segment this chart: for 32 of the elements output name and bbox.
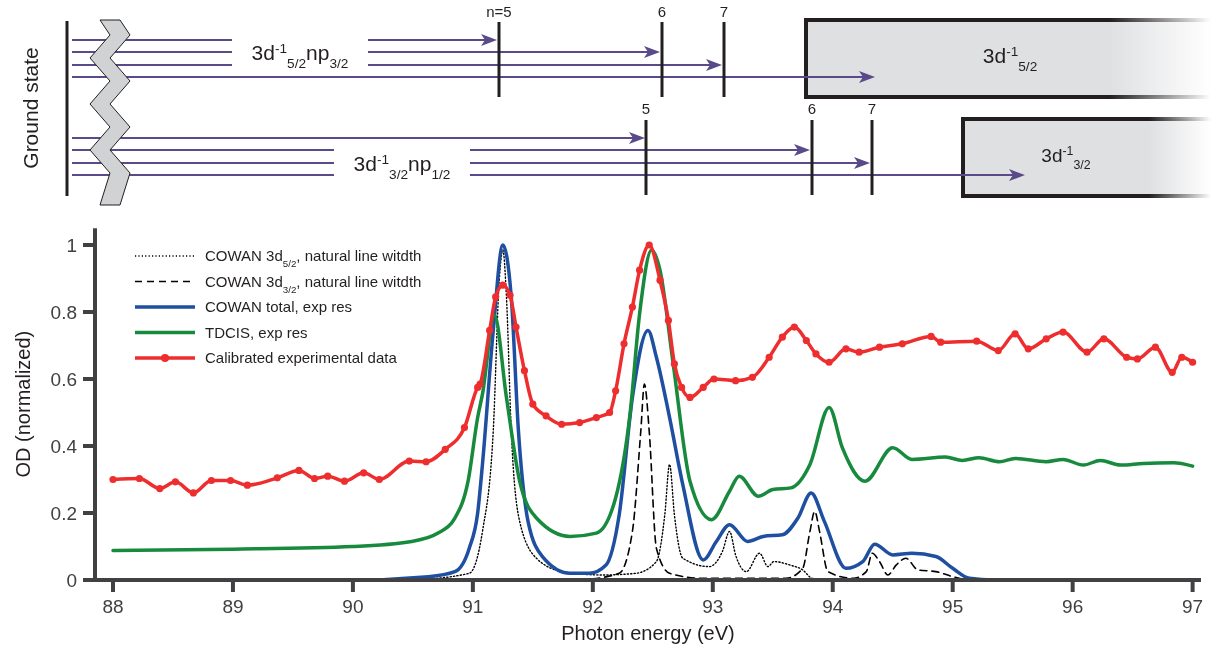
legend-label: COWAN 3d$_{3/2}$, natural line witdth: [205, 272, 422, 294]
text: 7: [867, 100, 877, 117]
x-tick-label: 95: [942, 596, 964, 617]
y-tick-label: 0: [66, 570, 77, 591]
y-tick-label: 0.4: [50, 436, 78, 457]
x-axis-title: Photon energy (eV): [561, 622, 735, 644]
legend-label: Calibrated experimental data: [205, 349, 398, 366]
x-tick-label: 97: [1182, 596, 1204, 617]
x-tick-label: 91: [462, 596, 484, 617]
y-tick-label: 1: [66, 235, 77, 256]
x-tick-label: 89: [222, 596, 244, 617]
text: 7: [719, 3, 729, 20]
text: 3d$^{-1}$$_{5/2}$np$_{3/2}$: [251, 40, 349, 71]
text: 3d$^{-1}$$_{3/2}$np$_{1/2}$: [353, 151, 451, 182]
legend-label: TDCIS, exp res: [205, 323, 308, 341]
x-tick-label: 88: [102, 596, 124, 617]
legend-label: COWAN 3d$_{5/2}$, natural line witdth: [205, 247, 422, 269]
x-tick-label: 92: [582, 596, 604, 617]
y-tick-label: 0.6: [50, 369, 77, 390]
text: n=5: [486, 3, 512, 20]
y-tick-label: 0.2: [50, 503, 77, 524]
legend-label: COWAN total, exp res: [205, 298, 352, 315]
text: Ground state: [19, 47, 42, 169]
x-tick-label: 90: [342, 596, 364, 617]
text: 6: [807, 100, 817, 117]
text: 6: [657, 3, 667, 20]
y-tick-label: 0.8: [50, 302, 77, 323]
x-tick-label: 96: [1062, 596, 1084, 617]
y-axis-title: OD (normalized): [12, 330, 34, 478]
x-tick-label: 93: [702, 596, 724, 617]
x-tick-label: 94: [822, 596, 844, 617]
text: 5: [641, 100, 651, 117]
